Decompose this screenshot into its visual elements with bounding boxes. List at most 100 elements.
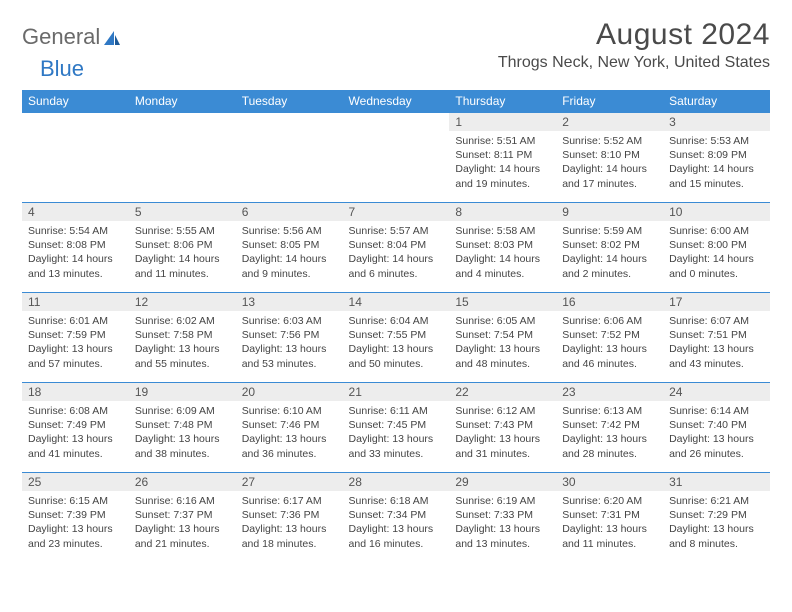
day-number: 27	[236, 473, 343, 491]
calendar-cell: 11 Sunrise: 6:01 AMSunset: 7:59 PMDayligh…	[22, 293, 129, 383]
daylight-text: Daylight: 13 hours and 13 minutes.	[455, 522, 550, 550]
sunrise-text: Sunrise: 6:09 AM	[135, 404, 230, 418]
calendar-cell-empty	[129, 113, 236, 203]
day-number: 11	[22, 293, 129, 311]
daylight-text: Daylight: 13 hours and 36 minutes.	[242, 432, 337, 460]
day-info: Sunrise: 6:06 AMSunset: 7:52 PMDaylight:…	[556, 311, 663, 377]
day-info: Sunrise: 6:02 AMSunset: 7:58 PMDaylight:…	[129, 311, 236, 377]
day-number: 25	[22, 473, 129, 491]
day-info: Sunrise: 6:09 AMSunset: 7:48 PMDaylight:…	[129, 401, 236, 467]
sunrise-text: Sunrise: 6:16 AM	[135, 494, 230, 508]
day-info: Sunrise: 5:54 AMSunset: 8:08 PMDaylight:…	[22, 221, 129, 287]
calendar-cell: 27Sunrise: 6:17 AMSunset: 7:36 PMDayligh…	[236, 473, 343, 563]
day-number: 5	[129, 203, 236, 221]
day-number: 29	[449, 473, 556, 491]
daylight-text: Daylight: 13 hours and 38 minutes.	[135, 432, 230, 460]
sunset-text: Sunset: 7:59 PM	[28, 328, 123, 342]
sunrise-text: Sunrise: 6:01 AM	[28, 314, 123, 328]
sunrise-text: Sunrise: 5:57 AM	[349, 224, 444, 238]
sunrise-text: Sunrise: 5:52 AM	[562, 134, 657, 148]
day-info: Sunrise: 6:11 AMSunset: 7:45 PMDaylight:…	[343, 401, 450, 467]
calendar-cell: 7Sunrise: 5:57 AMSunset: 8:04 PMDaylight…	[343, 203, 450, 293]
day-number: 14	[343, 293, 450, 311]
calendar-cell: 3Sunrise: 5:53 AMSunset: 8:09 PMDaylight…	[663, 113, 770, 203]
calendar-cell: 1Sunrise: 5:51 AMSunset: 8:11 PMDaylight…	[449, 113, 556, 203]
sunset-text: Sunset: 7:33 PM	[455, 508, 550, 522]
daylight-text: Daylight: 14 hours and 2 minutes.	[562, 252, 657, 280]
daylight-text: Daylight: 13 hours and 57 minutes.	[28, 342, 123, 370]
calendar-cell: 22Sunrise: 6:12 AMSunset: 7:43 PMDayligh…	[449, 383, 556, 473]
daylight-text: Daylight: 13 hours and 53 minutes.	[242, 342, 337, 370]
daylight-text: Daylight: 14 hours and 9 minutes.	[242, 252, 337, 280]
day-number	[236, 113, 343, 117]
sunset-text: Sunset: 7:45 PM	[349, 418, 444, 432]
calendar-table: SundayMondayTuesdayWednesdayThursdayFrid…	[22, 90, 770, 563]
day-info: Sunrise: 6:15 AMSunset: 7:39 PMDaylight:…	[22, 491, 129, 557]
daylight-text: Daylight: 13 hours and 43 minutes.	[669, 342, 764, 370]
sunset-text: Sunset: 7:56 PM	[242, 328, 337, 342]
day-info: Sunrise: 6:05 AMSunset: 7:54 PMDaylight:…	[449, 311, 556, 377]
day-info: Sunrise: 6:04 AMSunset: 7:55 PMDaylight:…	[343, 311, 450, 377]
day-info: Sunrise: 6:10 AMSunset: 7:46 PMDaylight:…	[236, 401, 343, 467]
day-info: Sunrise: 6:18 AMSunset: 7:34 PMDaylight:…	[343, 491, 450, 557]
day-number: 23	[556, 383, 663, 401]
daylight-text: Daylight: 13 hours and 31 minutes.	[455, 432, 550, 460]
day-number: 24	[663, 383, 770, 401]
calendar-cell: 25Sunrise: 6:15 AMSunset: 7:39 PMDayligh…	[22, 473, 129, 563]
day-number: 9	[556, 203, 663, 221]
sunrise-text: Sunrise: 6:18 AM	[349, 494, 444, 508]
sunset-text: Sunset: 8:11 PM	[455, 148, 550, 162]
sail-icon	[102, 29, 122, 47]
calendar-cell: 26Sunrise: 6:16 AMSunset: 7:37 PMDayligh…	[129, 473, 236, 563]
sunset-text: Sunset: 7:58 PM	[135, 328, 230, 342]
calendar-cell: 10Sunrise: 6:00 AMSunset: 8:00 PMDayligh…	[663, 203, 770, 293]
calendar-cell: 18Sunrise: 6:08 AMSunset: 7:49 PMDayligh…	[22, 383, 129, 473]
sunset-text: Sunset: 8:00 PM	[669, 238, 764, 252]
sunrise-text: Sunrise: 6:00 AM	[669, 224, 764, 238]
sunset-text: Sunset: 8:05 PM	[242, 238, 337, 252]
calendar-head: SundayMondayTuesdayWednesdayThursdayFrid…	[22, 90, 770, 113]
daylight-text: Daylight: 13 hours and 21 minutes.	[135, 522, 230, 550]
calendar-cell: 13Sunrise: 6:03 AMSunset: 7:56 PMDayligh…	[236, 293, 343, 383]
day-info: Sunrise: 5:58 AMSunset: 8:03 PMDaylight:…	[449, 221, 556, 287]
calendar-cell: 16Sunrise: 6:06 AMSunset: 7:52 PMDayligh…	[556, 293, 663, 383]
sunset-text: Sunset: 8:03 PM	[455, 238, 550, 252]
sunrise-text: Sunrise: 6:20 AM	[562, 494, 657, 508]
sunrise-text: Sunrise: 6:02 AM	[135, 314, 230, 328]
calendar-cell: 19Sunrise: 6:09 AMSunset: 7:48 PMDayligh…	[129, 383, 236, 473]
sunrise-text: Sunrise: 5:51 AM	[455, 134, 550, 148]
calendar-row: 11Sunrise: 6:01 AMSunset: 7:59 PMDayligh…	[22, 293, 770, 383]
day-info: Sunrise: 6:20 AMSunset: 7:31 PMDaylight:…	[556, 491, 663, 557]
sunset-text: Sunset: 7:43 PM	[455, 418, 550, 432]
day-info: Sunrise: 5:55 AMSunset: 8:06 PMDaylight:…	[129, 221, 236, 287]
sunset-text: Sunset: 7:46 PM	[242, 418, 337, 432]
calendar-cell: 9Sunrise: 5:59 AMSunset: 8:02 PMDaylight…	[556, 203, 663, 293]
calendar-cell: 2Sunrise: 5:52 AMSunset: 8:10 PMDaylight…	[556, 113, 663, 203]
day-info: Sunrise: 5:56 AMSunset: 8:05 PMDaylight:…	[236, 221, 343, 287]
calendar-cell-empty	[236, 113, 343, 203]
month-title: August 2024	[498, 18, 770, 52]
sunrise-text: Sunrise: 6:14 AM	[669, 404, 764, 418]
day-number	[343, 113, 450, 117]
day-info: Sunrise: 5:53 AMSunset: 8:09 PMDaylight:…	[663, 131, 770, 197]
calendar-cell: 30Sunrise: 6:20 AMSunset: 7:31 PMDayligh…	[556, 473, 663, 563]
sunset-text: Sunset: 8:02 PM	[562, 238, 657, 252]
sunrise-text: Sunrise: 6:08 AM	[28, 404, 123, 418]
weekday-row: SundayMondayTuesdayWednesdayThursdayFrid…	[22, 90, 770, 113]
calendar-cell: 8Sunrise: 5:58 AMSunset: 8:03 PMDaylight…	[449, 203, 556, 293]
sunrise-text: Sunrise: 6:11 AM	[349, 404, 444, 418]
daylight-text: Daylight: 13 hours and 18 minutes.	[242, 522, 337, 550]
day-info: Sunrise: 6:13 AMSunset: 7:42 PMDaylight:…	[556, 401, 663, 467]
sunrise-text: Sunrise: 6:13 AM	[562, 404, 657, 418]
day-info: Sunrise: 5:59 AMSunset: 8:02 PMDaylight:…	[556, 221, 663, 287]
sunset-text: Sunset: 7:34 PM	[349, 508, 444, 522]
day-number: 13	[236, 293, 343, 311]
calendar-page: General August 2024 Throgs Neck, New Yor…	[0, 0, 792, 563]
weekday-header: Saturday	[663, 90, 770, 113]
sunrise-text: Sunrise: 5:55 AM	[135, 224, 230, 238]
day-number: 8	[449, 203, 556, 221]
weekday-header: Monday	[129, 90, 236, 113]
sunset-text: Sunset: 7:42 PM	[562, 418, 657, 432]
calendar-cell: 5Sunrise: 5:55 AMSunset: 8:06 PMDaylight…	[129, 203, 236, 293]
daylight-text: Daylight: 13 hours and 48 minutes.	[455, 342, 550, 370]
